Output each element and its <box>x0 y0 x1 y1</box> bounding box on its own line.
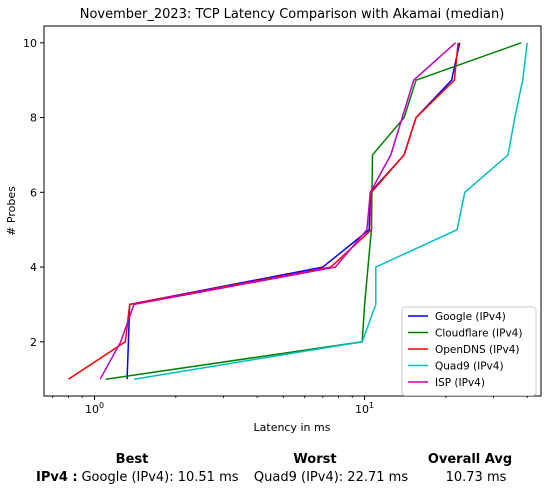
legend: Google (IPv4) Cloudflare (IPv4) OpenDNS (I… <box>401 306 537 396</box>
x-axis-label: Latency in ms <box>254 421 331 434</box>
best-value: Google (IPv4): 10.51 ms <box>81 470 239 485</box>
avg-value: 10.73 ms <box>445 470 507 485</box>
latency-chart: November_2023: TCP Latency Comparison wi… <box>5 7 542 434</box>
x-tick-label: 101 <box>355 401 374 416</box>
series-line <box>133 42 528 380</box>
best-header: Best <box>115 452 149 467</box>
avg-header: Overall Avg <box>427 452 513 467</box>
legend-entry: Google (IPv4) <box>435 311 506 323</box>
legend-entry: ISP (IPv4) <box>435 377 485 389</box>
y-tick-label: 6 <box>30 186 37 199</box>
series-lines <box>67 42 528 380</box>
ipv4-row-label: IPv4 : <box>36 470 78 485</box>
legend-entry: Cloudflare (IPv4) <box>435 328 522 340</box>
y-axis-label: # Probes <box>5 186 18 236</box>
y-tick-label: 8 <box>30 112 37 125</box>
y-tick-label: 10 <box>23 37 37 50</box>
legend-entry: Quad9 (IPv4) <box>435 361 504 373</box>
summary-table: Best Worst Overall Avg IPv4 : Google (IP… <box>0 444 548 496</box>
y-tick-label: 2 <box>30 336 37 349</box>
chart-title: November_2023: TCP Latency Comparison wi… <box>80 7 505 22</box>
legend-box <box>401 306 537 396</box>
worst-value: Quad9 (IPv4): 22.71 ms <box>253 470 409 485</box>
legend-entry: OpenDNS (IPv4) <box>435 344 520 356</box>
x-tick-label: 100 <box>85 401 104 416</box>
worst-header: Worst <box>293 452 337 467</box>
series-line <box>99 42 457 380</box>
y-tick-label: 4 <box>30 261 37 274</box>
